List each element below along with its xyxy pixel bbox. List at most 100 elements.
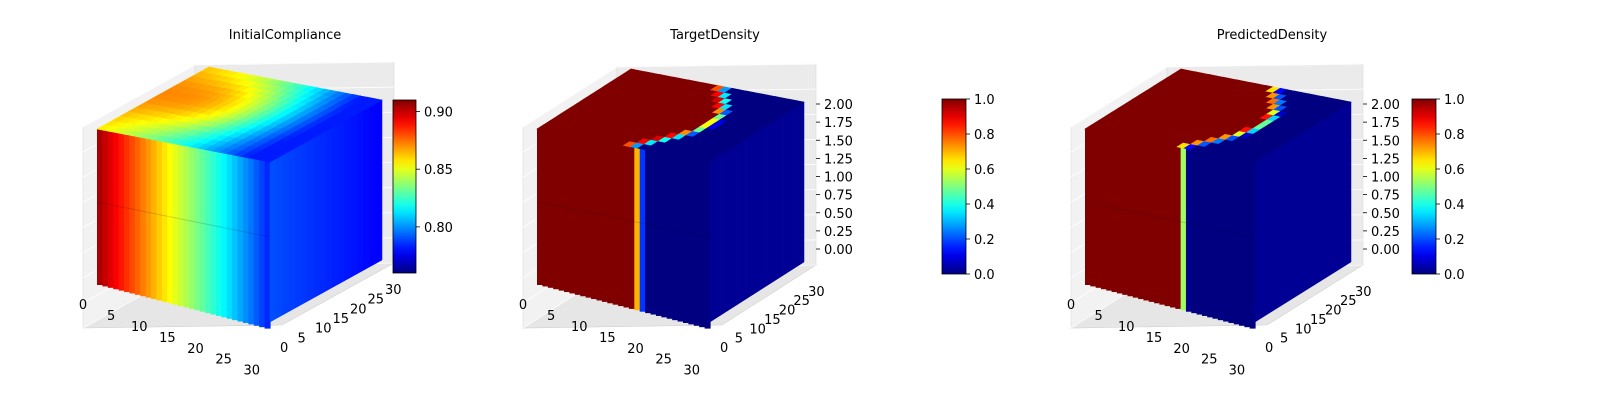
side-voxel-column	[363, 106, 370, 271]
front-voxel-column	[607, 142, 614, 304]
front-voxel-column	[1175, 146, 1182, 309]
front-voxel-column	[194, 147, 201, 311]
side-voxel-column	[1270, 148, 1277, 313]
side-voxel-column	[714, 154, 721, 320]
front-voxel-column	[704, 160, 711, 329]
front-voxel-column	[210, 150, 217, 315]
voxel-cube	[1084, 68, 1352, 329]
side-voxel-column	[798, 101, 805, 266]
y-tick-label: 25	[793, 294, 810, 309]
z-tick-label: 1.00	[1371, 171, 1400, 186]
colorbar-tick-label: 0.4	[974, 198, 995, 213]
x-tick-label: 20	[1173, 342, 1190, 357]
side-voxel-column	[720, 151, 726, 316]
front-voxel-column	[242, 156, 249, 323]
front-voxel-column	[167, 142, 174, 304]
side-voxel-column	[1340, 104, 1346, 270]
side-voxel-column	[772, 118, 779, 283]
colorbar-tick-label: 1.0	[974, 93, 995, 108]
z-tick-label: 1.50	[1371, 134, 1400, 149]
y-tick-label: 30	[1355, 285, 1372, 300]
z-tick-label: 0.50	[1371, 207, 1400, 222]
front-voxel-column	[1111, 134, 1118, 293]
x-tick-label: 15	[159, 331, 176, 346]
front-voxel-column	[612, 143, 619, 305]
front-voxel-column	[1244, 159, 1251, 328]
y-tick-label: 20	[1325, 304, 1342, 319]
front-voxel-column	[199, 148, 206, 312]
x-tick-label: 5	[547, 309, 555, 324]
side-voxel-column	[1313, 121, 1320, 286]
front-voxel-column	[118, 133, 125, 291]
front-voxel-column	[666, 153, 673, 319]
front-voxel-column	[161, 141, 168, 302]
side-voxel-column	[1297, 131, 1304, 296]
front-voxel-column	[542, 130, 549, 287]
colorbar-gradient	[941, 98, 967, 275]
colorbar: 0.0 0.2 0.4 0.6 0.8 1.0	[941, 93, 995, 283]
front-voxel-column	[574, 136, 581, 295]
front-voxel-column	[1233, 157, 1240, 325]
front-voxel-column	[1201, 151, 1208, 316]
colorbar-tick-label: 0.8	[1444, 128, 1465, 143]
y-tick-label: 25	[1340, 294, 1357, 309]
top-voxel	[1336, 100, 1352, 107]
voxel-cube	[536, 68, 805, 329]
y-tick-label: 25	[368, 293, 385, 308]
y-tick-label: 15	[1310, 313, 1327, 328]
side-voxel-column	[307, 137, 314, 302]
side-voxel-column	[344, 116, 352, 282]
front-voxel-column	[682, 156, 689, 323]
x-axis-ticks: 0 5 10 15 20 25 30	[79, 298, 260, 379]
voxel-cube	[96, 66, 383, 329]
front-voxel-column	[253, 158, 260, 326]
side-voxel-column	[782, 111, 789, 276]
side-voxel-column	[275, 154, 283, 319]
front-voxel-column	[156, 140, 163, 301]
y-tick-label: 10	[749, 322, 766, 337]
colorbar-gradient	[392, 99, 417, 274]
front-voxel-column	[178, 144, 185, 307]
front-voxel-column	[1191, 149, 1198, 314]
y-tick-label: 10	[1295, 322, 1312, 337]
front-voxel-column	[1090, 130, 1097, 287]
front-voxel-column	[113, 132, 120, 290]
side-voxel-column	[350, 113, 358, 278]
x-tick-label: 5	[107, 309, 115, 324]
x-tick-label: 25	[215, 353, 232, 368]
side-voxel-column	[709, 158, 716, 323]
side-voxel-column	[375, 99, 383, 264]
z-tick-label: 0.00	[1371, 243, 1400, 258]
side-voxel-column	[356, 109, 364, 275]
side-voxel-column	[1302, 128, 1309, 293]
x-tick-label: 5	[1095, 309, 1103, 324]
front-voxel-column	[151, 139, 158, 300]
chart-title: PredictedDensity	[1217, 28, 1328, 43]
x-tick-label: 0	[1067, 298, 1075, 313]
front-voxel-column	[264, 160, 271, 329]
z-tick-label: 2.00	[1371, 98, 1400, 113]
x-tick-label: 10	[571, 320, 588, 335]
front-voxel-column	[1143, 140, 1150, 301]
front-voxel-column	[672, 154, 679, 321]
front-voxel-column	[1106, 133, 1113, 291]
colorbar: 0.0 0.2 0.4 0.6 0.8 1.0	[1411, 93, 1465, 283]
x-tick-label: 25	[655, 353, 672, 368]
side-voxel-column	[767, 121, 773, 286]
front-voxel-column	[124, 134, 131, 293]
z-tick-label: 0.75	[824, 189, 853, 204]
colorbar-tick-label: 0.80	[424, 221, 453, 236]
colorbar-tick-label: 0.6	[974, 163, 995, 178]
colorbar-tick-label: 0.2	[1444, 233, 1465, 248]
front-voxel-column	[1212, 153, 1219, 319]
front-voxel-column	[645, 149, 652, 314]
side-voxel-column	[1334, 108, 1341, 273]
front-voxel-column	[226, 153, 233, 319]
front-voxel-column	[259, 159, 266, 328]
side-voxel-column	[735, 141, 742, 306]
front-voxel-column	[134, 136, 141, 295]
front-voxel-column	[1249, 160, 1256, 329]
